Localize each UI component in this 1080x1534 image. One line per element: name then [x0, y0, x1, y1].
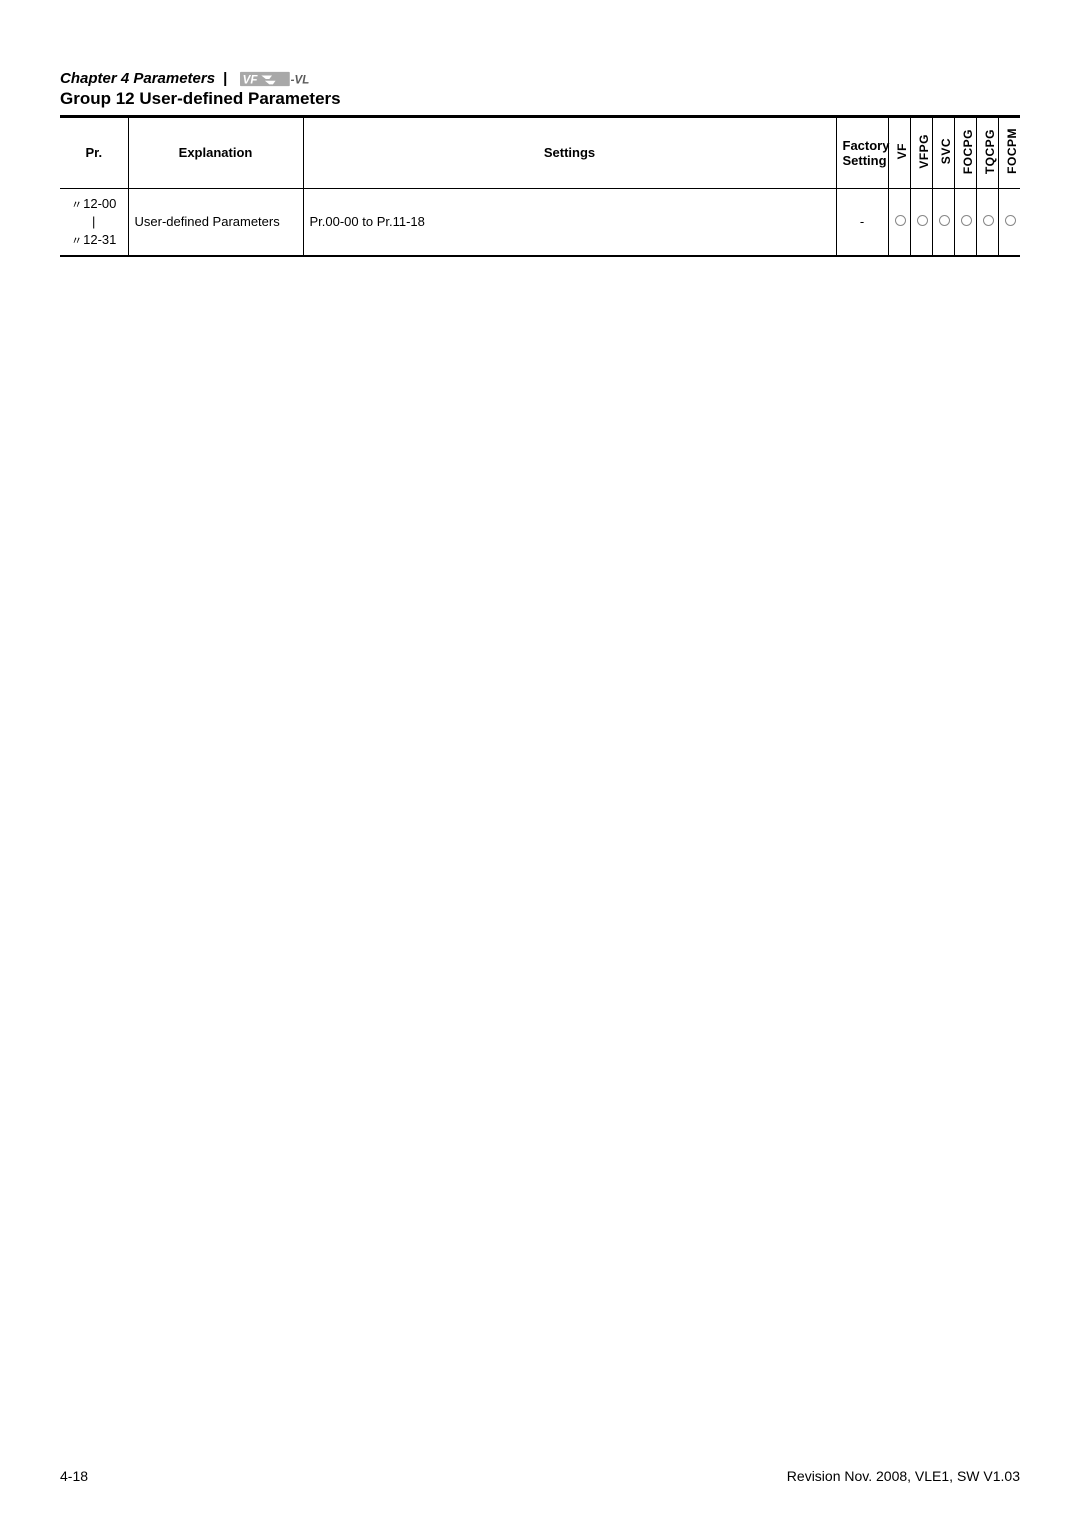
col-header-settings: Settings [303, 118, 836, 188]
parameters-table: Pr. Explanation Settings Factory Setting… [60, 115, 1020, 257]
cell-factory: - [836, 188, 888, 256]
cell-settings: Pr.00-00 to Pr.11-18 [303, 188, 836, 256]
circle-icon [939, 215, 950, 226]
cell-pr: 〃12-00 | 〃12-31 [60, 188, 128, 256]
page-number: 4-18 [60, 1468, 88, 1484]
svg-text:VF: VF [243, 74, 259, 86]
col-header-mode-svc: SVC [932, 118, 954, 188]
chapter-title: Chapter 4 Parameters [60, 70, 215, 87]
revision-info: Revision Nov. 2008, VLE1, SW V1.03 [787, 1468, 1020, 1484]
svg-text:-VL: -VL [291, 74, 310, 86]
table-row: 〃12-00 | 〃12-31 User-defined Parameters … [60, 188, 1020, 256]
col-header-mode-vf: VF [888, 118, 910, 188]
cell-explanation: User-defined Parameters [128, 188, 303, 256]
col-header-pr: Pr. [60, 118, 128, 188]
col-header-mode-focpg: FOCPG [954, 118, 976, 188]
cell-mode-focpg [954, 188, 976, 256]
product-logo: VF -VL [235, 71, 325, 87]
cell-mode-focpm [998, 188, 1020, 256]
circle-icon [895, 215, 906, 226]
circle-icon [961, 215, 972, 226]
cell-mode-tqcpg [976, 188, 998, 256]
col-header-mode-vfpg: VFPG [910, 118, 932, 188]
col-header-factory: Factory Setting [836, 118, 888, 188]
col-header-mode-tqcpg: TQCPG [976, 118, 998, 188]
page-header: Chapter 4 Parameters | VF -VL [60, 70, 1020, 87]
circle-icon [1005, 215, 1016, 226]
col-header-explanation: Explanation [128, 118, 303, 188]
cell-mode-svc [932, 188, 954, 256]
cell-mode-vfpg [910, 188, 932, 256]
circle-icon [917, 215, 928, 226]
table-header-row: Pr. Explanation Settings Factory Setting… [60, 118, 1020, 188]
group-title: Group 12 User-defined Parameters [60, 89, 1020, 109]
cell-mode-vf [888, 188, 910, 256]
circle-icon [983, 215, 994, 226]
col-header-mode-focpm: FOCPM [998, 118, 1020, 188]
header-divider: | [223, 70, 227, 87]
page-footer: 4-18 Revision Nov. 2008, VLE1, SW V1.03 [60, 1468, 1020, 1484]
